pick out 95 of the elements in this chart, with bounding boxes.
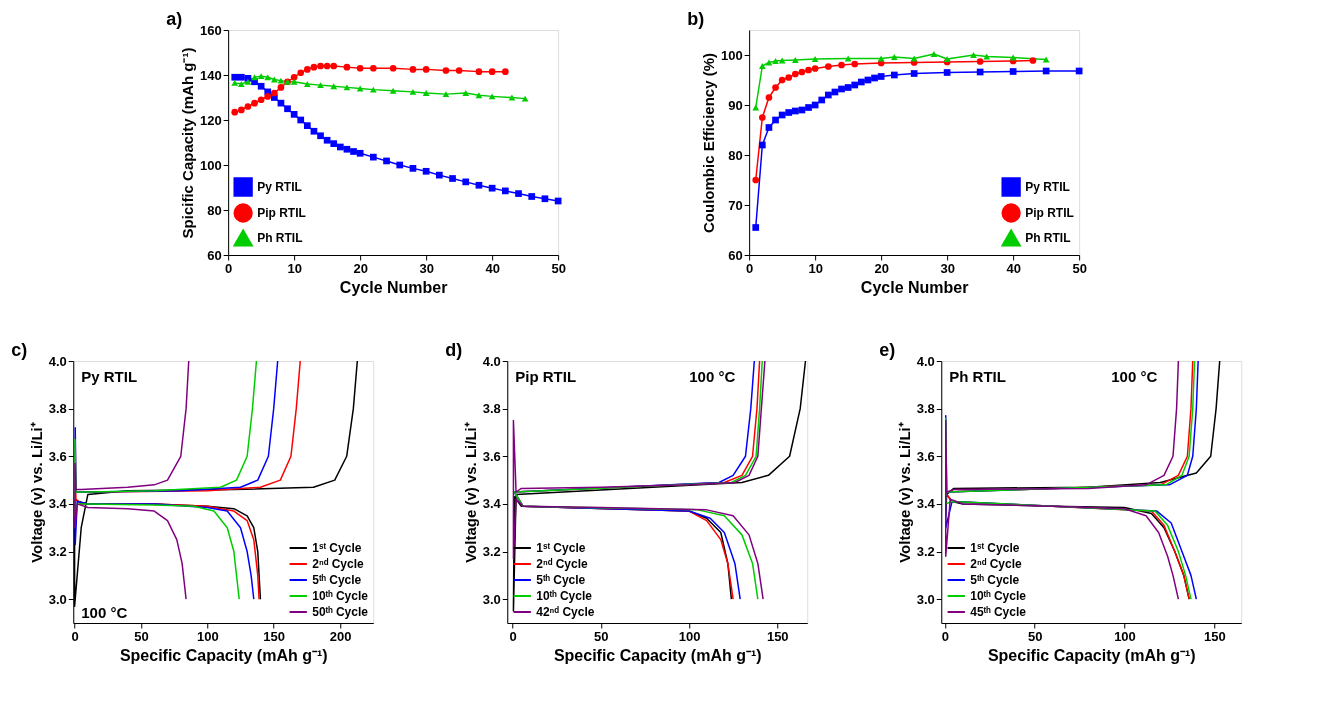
text: a)	[166, 9, 183, 29]
legend-label: Ph RTIL	[1025, 231, 1071, 245]
x-tick-label: 30	[940, 260, 955, 276]
annotation: 100 °C	[81, 604, 128, 621]
x-tick-label: 0	[746, 260, 754, 276]
y-tick-label: 60	[728, 247, 743, 263]
x-tick-label: 40	[485, 260, 500, 276]
y-tick-label: 80	[728, 147, 743, 163]
y-tick-label: 3.6	[482, 448, 501, 464]
text: b)	[687, 9, 705, 29]
x-tick-label: 30	[419, 260, 434, 276]
legend-label: 10ᵗʰ Cycle	[536, 589, 593, 603]
legend-label: 50ᵗʰ Cycle	[312, 605, 369, 619]
x-axis-title: Specific Capacity (mAh g⁻¹)	[987, 646, 1196, 664]
x-tick-label: 50	[134, 628, 149, 644]
x-tick-label: 0	[941, 628, 949, 644]
y-tick-label: 3.8	[916, 401, 935, 417]
x-tick-label: 50	[551, 260, 566, 276]
x-tick-label: 100	[1114, 628, 1136, 644]
y-tick-label: 100	[720, 47, 743, 63]
legend-label: Pip RTIL	[257, 206, 306, 220]
annotation: Py RTIL	[81, 368, 138, 385]
y-tick-label: 3.0	[916, 591, 935, 607]
x-tick-label: 0	[509, 628, 517, 644]
legend-label: 10ᵗʰ Cycle	[312, 589, 369, 603]
x-axis-title: Specific Capacity (mAh g⁻¹)	[119, 646, 328, 664]
y-tick-label: 80	[207, 202, 222, 218]
y-tick-label: 4.0	[916, 353, 935, 369]
x-tick-label: 10	[287, 260, 302, 276]
x-axis-title: Specific Capacity (mAh g⁻¹)	[553, 646, 762, 664]
y-axis-title: Voltage (v) vs. Li/Li⁺	[461, 422, 479, 563]
y-tick-label: 3.2	[916, 544, 935, 560]
legend-label: 5ᵗʰ Cycle	[536, 573, 586, 587]
annotation: Ph RTIL	[949, 368, 1006, 385]
y-tick-label: 3.2	[48, 544, 67, 560]
text: d)	[445, 340, 463, 360]
y-tick-label: 4.0	[48, 353, 67, 369]
x-tick-label: 100	[678, 628, 701, 644]
x-tick-label: 150	[263, 628, 286, 644]
x-tick-label: 150	[1203, 628, 1226, 644]
y-tick-label: 90	[728, 97, 743, 113]
y-tick-label: 3.4	[482, 496, 502, 512]
x-axis-title: Cycle Number	[860, 278, 969, 296]
y-tick-label: 3.6	[48, 448, 67, 464]
legend-label: 5ᵗʰ Cycle	[312, 573, 362, 587]
x-tick-label: 10	[808, 260, 823, 276]
x-tick-label: 0	[71, 628, 79, 644]
y-tick-label: 3.2	[482, 544, 501, 560]
y-tick-label: 140	[199, 67, 222, 83]
legend-label: 2ⁿᵈ Cycle	[970, 557, 1023, 571]
legend-label: Py RTIL	[1025, 180, 1070, 194]
y-tick-label: 3.8	[48, 401, 67, 417]
x-tick-label: 150	[766, 628, 789, 644]
legend-label: Ph RTIL	[257, 231, 303, 245]
y-tick-label: 120	[199, 112, 222, 128]
legend-label: 2ⁿᵈ Cycle	[536, 557, 589, 571]
x-tick-label: 50	[1072, 260, 1087, 276]
x-tick-label: 200	[329, 628, 352, 644]
y-tick-label: 3.4	[48, 496, 68, 512]
legend-label: 45ᵗʰ Cycle	[970, 605, 1027, 619]
x-tick-label: 20	[353, 260, 368, 276]
text: c)	[11, 340, 28, 360]
y-tick-label: 70	[728, 197, 743, 213]
y-axis-title: Voltage (v) vs. Li/Li⁺	[27, 422, 45, 563]
y-axis-title: Spicific Capacity (mAh g⁻¹)	[178, 47, 196, 239]
legend-label: 5ᵗʰ Cycle	[970, 573, 1020, 587]
x-tick-label: 0	[225, 260, 233, 276]
y-tick-label: 160	[199, 22, 222, 38]
x-tick-label: 50	[1027, 628, 1043, 644]
legend-label: 2ⁿᵈ Cycle	[312, 557, 365, 571]
x-tick-label: 40	[1006, 260, 1021, 276]
annotation: 100 °C	[689, 368, 736, 385]
annotation: Pip RTIL	[515, 368, 577, 385]
legend-label: 10ᵗʰ Cycle	[970, 589, 1027, 603]
annotation: 100 °C	[1111, 368, 1158, 385]
y-tick-label: 4.0	[482, 353, 501, 369]
text: e)	[879, 340, 896, 360]
y-tick-label: 3.0	[48, 591, 67, 607]
y-axis-title: Coulombic Efficiency (%)	[699, 52, 717, 234]
y-tick-label: 3.0	[482, 591, 501, 607]
y-tick-label: 3.4	[916, 496, 936, 512]
y-tick-label: 60	[207, 247, 222, 263]
legend-label: 1ˢᵗ Cycle	[536, 541, 586, 555]
y-axis-title: Voltage (v) vs. Li/Li⁺	[895, 422, 913, 563]
x-tick-label: 20	[874, 260, 889, 276]
legend-label: Pip RTIL	[1025, 206, 1074, 220]
legend-label: Py RTIL	[257, 180, 302, 194]
y-tick-label: 3.8	[482, 401, 501, 417]
legend-label: 42ⁿᵈ Cycle	[536, 605, 595, 619]
x-axis-title: Cycle Number	[339, 278, 448, 296]
legend-label: 1ˢᵗ Cycle	[312, 541, 362, 555]
x-tick-label: 50	[594, 628, 609, 644]
legend-label: 1ˢᵗ Cycle	[970, 541, 1020, 555]
y-tick-label: 100	[199, 157, 222, 173]
y-tick-label: 3.6	[916, 448, 935, 464]
